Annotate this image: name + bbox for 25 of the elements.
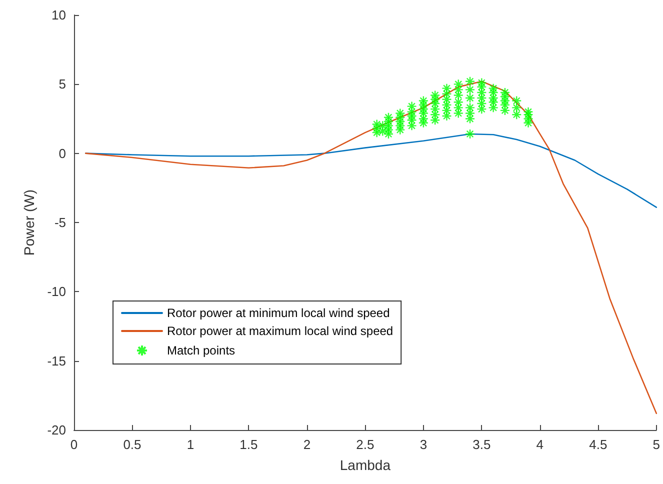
x-tick-label: 2.5	[356, 437, 374, 452]
x-tick-label: 1.5	[240, 437, 258, 452]
legend-label: Rotor power at maximum local wind speed	[167, 324, 394, 338]
x-tick-label: 0.5	[123, 437, 142, 452]
legend-label: Match points	[167, 344, 236, 358]
y-axis-title: Power (W)	[21, 189, 37, 256]
x-tick-label: 4.5	[589, 437, 608, 452]
y-tick-label: 0	[58, 146, 66, 161]
y-tick-label: -10	[47, 284, 66, 300]
y-tick-label: -15	[47, 353, 66, 368]
y-tick-label: 10	[52, 8, 66, 22]
y-tick-label: 5	[58, 76, 66, 92]
x-tick-label: 3	[420, 437, 428, 452]
legend-label: Rotor power at minimum local wind speed	[167, 306, 390, 320]
line-series	[85, 80, 658, 414]
x-tick-label: 2	[303, 437, 311, 452]
x-axis-title: Lambda	[340, 457, 391, 473]
x-tick-label: 5	[652, 437, 660, 452]
y-tick-label: -5	[54, 215, 66, 230]
x-tick-label: 0	[70, 437, 78, 452]
x-tick-label: 4	[536, 437, 544, 452]
line-series	[85, 133, 658, 208]
y-tick-label: -20	[47, 422, 66, 438]
x-tick-label: 3.5	[472, 437, 491, 452]
x-tick-label: 1	[186, 437, 194, 452]
